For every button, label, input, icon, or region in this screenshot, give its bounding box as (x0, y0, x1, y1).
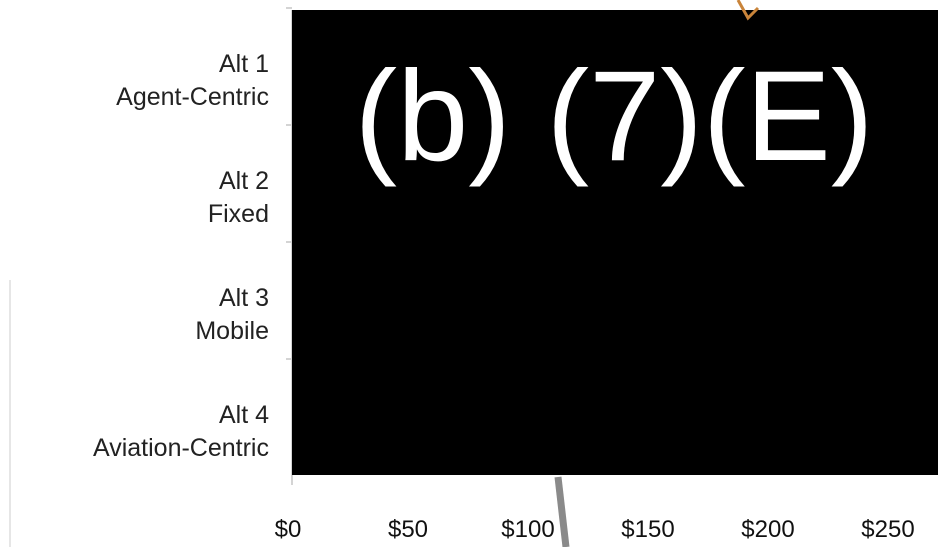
category-label-alt: Alt 1 (219, 50, 269, 78)
arrow-fragment (736, 0, 760, 21)
category-label-name: Aviation-Centric (93, 434, 269, 462)
redaction-rect (292, 10, 938, 475)
pointer-line (554, 476, 570, 547)
x-tick-label: $150 (621, 516, 674, 543)
redaction-label: (b) (7)(E) (354, 45, 873, 188)
x-tick-label: $200 (741, 516, 794, 543)
x-tick-label: $250 (861, 516, 914, 543)
category-label-alt: Alt 3 (219, 284, 269, 312)
category-label-name: Fixed (208, 200, 269, 228)
x-tick-labels: $0 $50 $100 $150 $200 $250 (275, 516, 915, 543)
x-tick-label: $100 (501, 516, 554, 543)
overlay-marks (554, 0, 760, 547)
category-label: Alt 3 Mobile (195, 284, 269, 345)
category-label-alt: Alt 4 (219, 401, 269, 429)
x-tick-label: $0 (275, 516, 302, 543)
category-label-alt: Alt 2 (219, 167, 269, 195)
redaction-box: (b) (7)(E) (292, 10, 938, 475)
category-label-name: Agent-Centric (116, 83, 269, 111)
category-label: Alt 4 Aviation-Centric (93, 401, 269, 462)
category-label: Alt 1 Agent-Centric (116, 50, 269, 111)
category-label-name: Mobile (195, 317, 269, 345)
category-label: Alt 2 Fixed (208, 167, 269, 228)
x-tick-label: $50 (388, 516, 428, 543)
